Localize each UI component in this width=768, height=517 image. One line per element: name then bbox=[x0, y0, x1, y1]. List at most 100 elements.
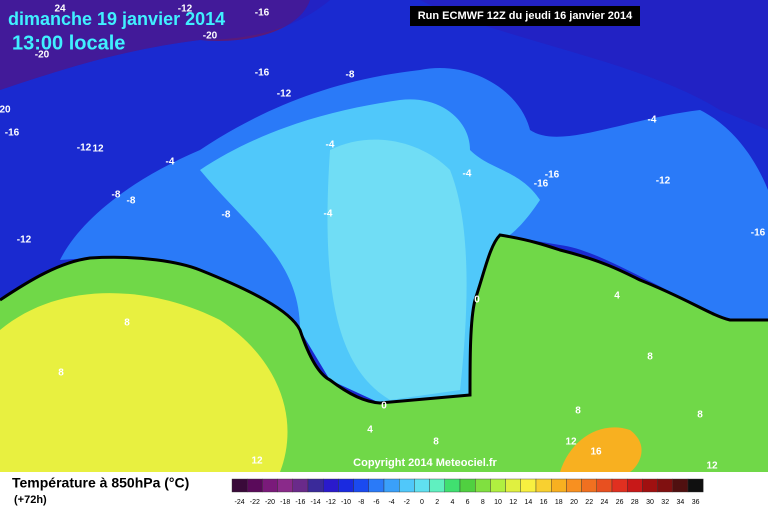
contour-label: -12 bbox=[17, 235, 32, 246]
color-scale: -24 -22 -20 -18 -16 -14 -12 -10 -8 -6 -4 -2 0 2 4 6 8 10 1… bbox=[231, 478, 704, 506]
scale-label: 12 bbox=[509, 499, 517, 506]
contour-label: -8 bbox=[222, 210, 231, 221]
scale-label: -4 bbox=[388, 499, 394, 506]
scale-label: 36 bbox=[692, 499, 700, 506]
contour-label: -16 bbox=[751, 228, 766, 239]
color-swatch bbox=[596, 478, 613, 493]
scale-label: 30 bbox=[646, 499, 654, 506]
scale-label: -14 bbox=[311, 499, 321, 506]
color-swatch bbox=[323, 478, 339, 493]
contour-label: -12 bbox=[277, 89, 292, 100]
contour-label: 8 bbox=[697, 410, 703, 421]
color-swatch bbox=[368, 478, 385, 493]
color-swatch bbox=[307, 478, 324, 493]
contour-label: -8 bbox=[112, 190, 121, 201]
contour-label: 12 bbox=[706, 461, 718, 472]
contour-label: -16 bbox=[5, 128, 20, 139]
contour-label: -4 bbox=[166, 157, 175, 168]
color-swatch bbox=[687, 478, 704, 493]
scale-label: 22 bbox=[585, 499, 593, 506]
warm-region bbox=[560, 427, 642, 472]
color-swatch bbox=[353, 478, 370, 493]
time: 13:00 locale bbox=[12, 32, 125, 54]
contour-label: 8 bbox=[58, 368, 64, 379]
contour-label: 16 bbox=[590, 447, 602, 458]
contour-label: 12 bbox=[565, 437, 577, 448]
color-swatch bbox=[475, 478, 491, 493]
copyright: Copyright 2014 Meteociel.fr bbox=[353, 457, 497, 469]
scale-label: 18 bbox=[555, 499, 563, 506]
contour-label: -20 bbox=[203, 31, 218, 42]
contour-label: -20 bbox=[35, 50, 50, 61]
color-swatch bbox=[262, 478, 278, 493]
scale-label: -22 bbox=[250, 499, 260, 506]
legend-subtitle: (+72h) bbox=[14, 494, 47, 506]
legend-title: Température à 850hPa (°C) bbox=[12, 475, 189, 491]
contour-label: -16 bbox=[534, 179, 549, 190]
color-swatch bbox=[231, 478, 248, 493]
color-swatch bbox=[246, 478, 263, 493]
contour-label: -16 bbox=[545, 170, 560, 181]
scale-label: -20 bbox=[265, 499, 275, 506]
color-swatch bbox=[627, 478, 643, 493]
scale-label: 24 bbox=[601, 499, 609, 506]
near-zero-region bbox=[327, 139, 467, 400]
color-swatch bbox=[338, 478, 354, 493]
contour-label: 8 bbox=[433, 437, 439, 448]
scale-label: -12 bbox=[326, 499, 336, 506]
scale-label: 10 bbox=[494, 499, 502, 506]
color-swatch bbox=[611, 478, 628, 493]
contour-label: -4 bbox=[326, 140, 335, 151]
contour-label: 12 bbox=[251, 456, 263, 467]
color-swatch bbox=[581, 478, 597, 493]
contour-label: 12 bbox=[92, 144, 104, 155]
scale-label: 32 bbox=[661, 499, 669, 506]
contour-label: 4 bbox=[614, 291, 620, 302]
color-swatch bbox=[535, 478, 552, 493]
scale-label: -16 bbox=[295, 499, 305, 506]
scale-label: 4 bbox=[450, 499, 454, 506]
contour-label: -4 bbox=[648, 115, 657, 126]
scale-label: 34 bbox=[677, 499, 685, 506]
run-info: Run ECMWF 12Z du jeudi 16 janvier 2014 bbox=[418, 10, 633, 22]
scale-label: 2 bbox=[435, 499, 439, 506]
color-swatch bbox=[520, 478, 537, 493]
color-swatch bbox=[490, 478, 506, 493]
contour-label: -4 bbox=[463, 169, 472, 180]
color-swatch bbox=[292, 478, 309, 493]
color-swatch bbox=[277, 478, 294, 493]
contour-label: 8 bbox=[124, 318, 130, 329]
zero-isotherm bbox=[0, 233, 768, 405]
scale-label: 14 bbox=[525, 499, 533, 506]
cold-region bbox=[0, 0, 768, 130]
scale-label: -2 bbox=[404, 499, 410, 506]
contour-label: 0 bbox=[474, 295, 480, 306]
warm-region bbox=[0, 293, 288, 472]
contour-label: 0 bbox=[381, 401, 387, 412]
contour-label: -12 bbox=[77, 143, 92, 154]
contour-label: -16 bbox=[255, 8, 270, 19]
scale-label: 26 bbox=[616, 499, 624, 506]
color-swatch bbox=[459, 478, 476, 493]
contour-label: 20 bbox=[0, 105, 11, 116]
contour-label: -12 bbox=[178, 4, 193, 15]
color-swatch bbox=[551, 478, 567, 493]
color-swatch bbox=[429, 478, 446, 493]
contour-label: -4 bbox=[324, 209, 333, 220]
color-swatch bbox=[672, 478, 689, 493]
scale-label: 8 bbox=[481, 499, 485, 506]
contour-label: -8 bbox=[127, 196, 136, 207]
contour-label: -16 bbox=[255, 68, 270, 79]
contour-label: -8 bbox=[346, 70, 355, 81]
color-swatch bbox=[399, 478, 415, 493]
scale-label: 0 bbox=[420, 499, 424, 506]
scale-label: 28 bbox=[631, 499, 639, 506]
color-swatch bbox=[505, 478, 522, 493]
contour-label: 24 bbox=[54, 4, 66, 15]
color-swatch bbox=[566, 478, 582, 493]
contour-label: 4 bbox=[367, 425, 373, 436]
color-swatch bbox=[657, 478, 673, 493]
contour-label: 8 bbox=[647, 352, 653, 363]
